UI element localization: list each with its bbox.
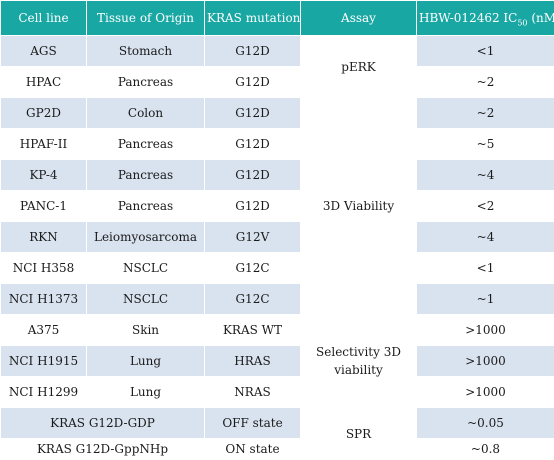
mutation: NRAS — [205, 377, 301, 408]
header-row: Cell line Tissue of Origin KRAS mutation… — [1, 1, 554, 36]
ic50: ~2 — [417, 67, 554, 98]
cell-line: NCI H1299 — [1, 377, 87, 408]
cell-line: KP-4 — [1, 160, 87, 191]
tissue: NSCLC — [87, 253, 205, 284]
table-row: HPAC Pancreas G12D ~2 — [1, 67, 554, 98]
mutation: KRAS WT — [205, 315, 301, 346]
header-ic50: HBW-012462 IC50 (nM) — [417, 1, 554, 36]
mutation: G12D — [205, 191, 301, 222]
header-ic50-prefix: HBW-012462 IC — [419, 11, 517, 25]
assay-perk: pERK — [301, 36, 417, 98]
cell-line: AGS — [1, 36, 87, 67]
mutation: G12D — [205, 129, 301, 160]
ic50: <1 — [417, 36, 554, 67]
tissue: NSCLC — [87, 284, 205, 315]
table-row: NCI H1915 Lung HRAS >1000 — [1, 346, 554, 377]
ic50: ~4 — [417, 160, 554, 191]
cell-line: HPAC — [1, 67, 87, 98]
table-row: HPAF-II Pancreas G12D ~5 — [1, 129, 554, 160]
tissue: Lung — [87, 346, 205, 377]
ic50: <1 — [417, 253, 554, 284]
ic50: >1000 — [417, 315, 554, 346]
tissue: Colon — [87, 98, 205, 129]
header-ic50-suffix: (nM) — [528, 11, 554, 25]
cell-line: NCI H1915 — [1, 346, 87, 377]
cell-line: NCI H358 — [1, 253, 87, 284]
cell-line: NCI H1373 — [1, 284, 87, 315]
tissue: Skin — [87, 315, 205, 346]
spr-protein: KRAS G12D-GDP — [1, 408, 205, 439]
table-row: RKN Leiomyosarcoma G12V ~4 — [1, 222, 554, 253]
tissue: Stomach — [87, 36, 205, 67]
ic50: <2 — [417, 191, 554, 222]
header-mutation: KRAS mutation — [205, 1, 301, 36]
header-assay: Assay — [301, 1, 417, 36]
cell-line: HPAF-II — [1, 129, 87, 160]
ic50: >1000 — [417, 346, 554, 377]
table-row: NCI H358 NSCLC G12C <1 — [1, 253, 554, 284]
mutation: G12D — [205, 160, 301, 191]
mutation: G12D — [205, 67, 301, 98]
spr-protein: KRAS G12D-GppNHp — [1, 439, 205, 460]
ic50: ~4 — [417, 222, 554, 253]
mutation: G12D — [205, 36, 301, 67]
header-ic50-sub: 50 — [517, 18, 527, 27]
tissue: Pancreas — [87, 129, 205, 160]
table-row: AGS Stomach G12D pERK <1 — [1, 36, 554, 67]
table-row: KRAS G12D-GppNHp ON state ~0.8 — [1, 439, 554, 460]
tissue: Leiomyosarcoma — [87, 222, 205, 253]
table-row: NCI H1373 NSCLC G12C ~1 — [1, 284, 554, 315]
ic50: ~2 — [417, 98, 554, 129]
table-row: A375 Skin KRAS WT Selectivity 3D viabili… — [1, 315, 554, 346]
cell-line: GP2D — [1, 98, 87, 129]
table-row: KP-4 Pancreas G12D ~4 — [1, 160, 554, 191]
assay-spr: SPR — [301, 408, 417, 460]
assay-selectivity: Selectivity 3D viability — [301, 315, 417, 408]
header-cell-line: Cell line — [1, 1, 87, 36]
tissue: Lung — [87, 377, 205, 408]
tissue: Pancreas — [87, 160, 205, 191]
ic50: >1000 — [417, 377, 554, 408]
table-row: KRAS G12D-GDP OFF state SPR ~0.05 — [1, 408, 554, 439]
spr-state: OFF state — [205, 408, 301, 439]
tissue: Pancreas — [87, 67, 205, 98]
ic50: ~1 — [417, 284, 554, 315]
mutation: HRAS — [205, 346, 301, 377]
ic50: ~0.05 — [417, 408, 554, 439]
mutation: G12C — [205, 253, 301, 284]
ic50: ~5 — [417, 129, 554, 160]
table-row: PANC-1 Pancreas G12D <2 — [1, 191, 554, 222]
header-tissue: Tissue of Origin — [87, 1, 205, 36]
cell-line: A375 — [1, 315, 87, 346]
mutation: G12D — [205, 98, 301, 129]
tissue: Pancreas — [87, 191, 205, 222]
cell-line: PANC-1 — [1, 191, 87, 222]
ic50: ~0.8 — [417, 439, 554, 460]
spr-state: ON state — [205, 439, 301, 460]
mutation: G12C — [205, 284, 301, 315]
mutation: G12V — [205, 222, 301, 253]
cell-line: RKN — [1, 222, 87, 253]
table-row: GP2D Colon G12D 3D Viability ~2 — [1, 98, 554, 129]
assay-3d-viability: 3D Viability — [301, 98, 417, 315]
table-row: NCI H1299 Lung NRAS >1000 — [1, 377, 554, 408]
